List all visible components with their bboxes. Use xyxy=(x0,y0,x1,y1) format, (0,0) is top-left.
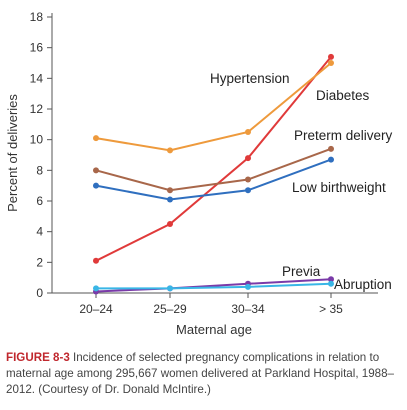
data-point xyxy=(93,285,99,292)
data-point xyxy=(245,187,251,194)
y-tick-label: 14 xyxy=(30,71,44,85)
data-point xyxy=(167,196,173,203)
y-tick-label: 16 xyxy=(30,41,44,55)
series-low-birthweight xyxy=(93,156,334,203)
series-label: Diabetes xyxy=(316,88,370,103)
series-line xyxy=(95,56,332,262)
figure-caption: FIGURE 8-3 Incidence of selected pregnan… xyxy=(6,350,404,398)
series-labels: Hypertension Diabetes Preterm delivery Low … xyxy=(210,71,393,292)
caption-label: FIGURE 8-3 xyxy=(6,351,70,364)
x-tick-label: 25–29 xyxy=(153,302,187,316)
series-line xyxy=(95,147,332,192)
y-tick-label: 2 xyxy=(36,255,43,269)
data-point xyxy=(167,187,173,194)
caption-text: Incidence of selected pregnancy complica… xyxy=(6,351,394,396)
series-line xyxy=(95,62,332,152)
data-point xyxy=(328,60,334,66)
data-point xyxy=(167,285,173,292)
y-tick-label: 4 xyxy=(36,225,43,239)
data-point xyxy=(245,155,251,162)
y-tick-label: 18 xyxy=(30,10,44,24)
data-point xyxy=(167,147,173,154)
data-point xyxy=(328,156,334,163)
data-point xyxy=(245,283,251,290)
line-chart: 0 2 4 6 8 10 12 14 16 18 20–24 25–29 30–34 > 35 Matern… xyxy=(5,10,393,337)
data-point xyxy=(328,280,334,287)
series-layer xyxy=(93,53,334,295)
series-label: Abruption xyxy=(334,277,392,292)
y-tick-label: 8 xyxy=(36,163,43,177)
data-point xyxy=(167,221,173,227)
series-line xyxy=(95,158,332,201)
series-label: Previa xyxy=(282,264,321,279)
series-label: Preterm delivery xyxy=(294,128,393,143)
data-point xyxy=(93,167,99,174)
data-point xyxy=(93,257,99,264)
series-hypertension xyxy=(93,53,334,264)
series-label: Hypertension xyxy=(210,71,290,86)
y-tick-label: 6 xyxy=(36,194,43,208)
data-point xyxy=(93,182,99,189)
y-tick-label: 0 xyxy=(36,286,43,300)
y-tick-label: 10 xyxy=(30,133,44,147)
data-point xyxy=(93,135,99,142)
y-tick-label: 12 xyxy=(30,102,44,116)
series-line xyxy=(96,282,332,290)
series-preterm-delivery xyxy=(93,145,334,194)
data-point xyxy=(245,129,251,135)
data-point xyxy=(328,276,334,283)
x-tick-label: 20–24 xyxy=(79,302,113,316)
data-point xyxy=(328,53,334,60)
x-axis-title: Maternal age xyxy=(176,322,252,337)
series-label: Low birthweight xyxy=(292,180,386,195)
x-tick-label: > 35 xyxy=(319,302,343,316)
series-line xyxy=(95,278,332,293)
data-point xyxy=(328,145,334,152)
series-abruption xyxy=(93,280,334,292)
y-axis-title: Percent of deliveries xyxy=(5,94,20,212)
data-point xyxy=(245,176,251,183)
x-tick-label: 30–34 xyxy=(231,302,265,316)
axes: 0 2 4 6 8 10 12 14 16 18 20–24 25–29 30–34 > 35 Matern… xyxy=(5,10,378,337)
series-diabetes xyxy=(93,60,334,154)
